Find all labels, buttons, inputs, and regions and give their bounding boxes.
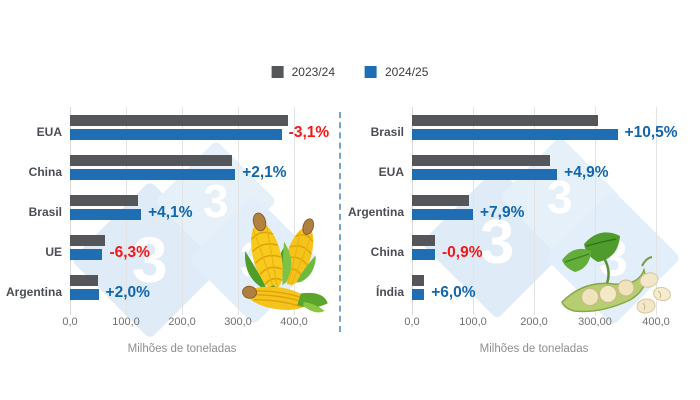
- bar-2023-24-china: [412, 235, 436, 246]
- change-label: -0,9%: [441, 244, 483, 261]
- legend-item-2023-24: 2023/24: [271, 65, 335, 79]
- gridline: [238, 107, 239, 315]
- category-label: Argentina: [347, 205, 404, 219]
- bar-group-argentina: Argentina +2,0%: [5, 272, 336, 312]
- bar-2024-25-argentina: [412, 209, 473, 220]
- legend-label-2024-25: 2024/25: [385, 65, 429, 79]
- gridline: [473, 107, 474, 315]
- bar-2024-25-ue: [70, 249, 103, 260]
- change-label: +10,5%: [624, 124, 678, 141]
- soybean-chart: 3 3 3 Brasil +10,5% EUA +4,9% Argentina +7,9%…: [347, 107, 682, 372]
- chart-divider: [339, 112, 341, 332]
- category-label: UE: [45, 245, 62, 259]
- x-tick-label: 0,0: [62, 316, 78, 328]
- bar-2024-25-argentina: [70, 289, 99, 300]
- bar-2023-24-argentina: [70, 275, 98, 286]
- category-label: Brasil: [28, 205, 62, 219]
- soybean-x-axis-title: Milhões de toneladas: [479, 343, 589, 355]
- bar-group-china: China -0,9%: [350, 232, 682, 272]
- change-label: +7,9%: [480, 204, 525, 221]
- corn-icon: [242, 212, 328, 313]
- soybean-x-axis: 0,0 100,0 200,0 300,00 400,0: [404, 316, 669, 330]
- category-label: Brasil: [370, 125, 404, 139]
- bar-2023-24-eua: [70, 115, 289, 126]
- x-tick-label: 100,0: [459, 316, 487, 328]
- bar-group-índia: Índia +6,0%: [350, 272, 682, 312]
- category-label: Argentina: [5, 285, 62, 299]
- bar-2024-25-índia: [412, 289, 425, 300]
- bar-2024-25-eua: [70, 129, 282, 140]
- change-label: +4,1%: [148, 204, 193, 221]
- category-label: Índia: [375, 285, 404, 299]
- bar-2023-24-argentina: [412, 195, 469, 206]
- change-label: +6,0%: [431, 284, 476, 301]
- change-label: -6,3%: [109, 244, 150, 261]
- bar-2024-25-brasil: [412, 129, 618, 140]
- bar-2023-24-china: [70, 155, 232, 166]
- x-tick-label: 400,0: [642, 316, 670, 328]
- legend-label-2023-24: 2023/24: [291, 65, 335, 79]
- bar-2024-25-brasil: [70, 209, 142, 220]
- bar-2024-25-china: [412, 249, 435, 260]
- x-tick-label: 300,0: [224, 316, 252, 328]
- bar-2023-24-brasil: [70, 195, 139, 206]
- corn-x-axis: 0,0 100,0 200,0 300,0 400,0: [62, 316, 307, 330]
- bar-group-argentina: Argentina +7,9%: [347, 192, 682, 232]
- x-tick-label: 200,0: [520, 316, 548, 328]
- bar-group-ue: UE -6,3%: [8, 232, 336, 272]
- bar-group-brasil: Brasil +4,1%: [8, 192, 336, 232]
- gridline: [534, 107, 535, 315]
- bar-group-china: China +2,1%: [8, 152, 336, 192]
- x-tick-label: 400,0: [280, 316, 308, 328]
- category-label: China: [28, 165, 62, 179]
- legend-item-2024-25: 2024/25: [365, 65, 428, 79]
- corn-chart: 3 3 3 EUA-3,1%China+2,1%Brasil+4,1%UE-6,…: [5, 107, 336, 372]
- category-label: EUA: [378, 165, 404, 179]
- change-label: +2,1%: [242, 164, 287, 181]
- bar-2023-24-eua: [412, 155, 551, 166]
- bar-2023-24-ue: [70, 235, 105, 246]
- x-tick-label: 0,0: [404, 316, 420, 328]
- gridline: [595, 107, 596, 315]
- bar-group-eua: EUA -3,1%: [8, 112, 336, 152]
- gridline: [182, 107, 183, 315]
- legend-swatch-2023-24: [271, 66, 284, 78]
- x-tick-label: 100,0: [112, 316, 140, 328]
- bar-2024-25-china: [70, 169, 236, 180]
- x-tick-label: 200,0: [168, 316, 196, 328]
- chart-legend: 2023/24 2024/25: [271, 65, 428, 79]
- corn-x-axis-title: Milhões de toneladas: [127, 343, 237, 355]
- bar-2024-25-eua: [412, 169, 558, 180]
- change-label: +4,9%: [564, 164, 609, 181]
- x-tick-label: 300,00: [578, 316, 612, 328]
- change-label: -3,1%: [288, 124, 330, 141]
- soybean-icon: [561, 232, 671, 314]
- bar-group-brasil: Brasil +10,5%: [350, 112, 682, 152]
- gridline: [294, 107, 295, 315]
- bar-group-eua: EUA +4,9%: [350, 152, 682, 192]
- bar-2023-24-brasil: [412, 115, 599, 126]
- category-label: EUA: [36, 125, 62, 139]
- category-label: China: [370, 245, 404, 259]
- gridline: [656, 107, 657, 315]
- bar-2023-24-índia: [412, 275, 424, 286]
- change-label: +2,0%: [105, 284, 150, 301]
- legend-swatch-2024-25: [365, 66, 377, 78]
